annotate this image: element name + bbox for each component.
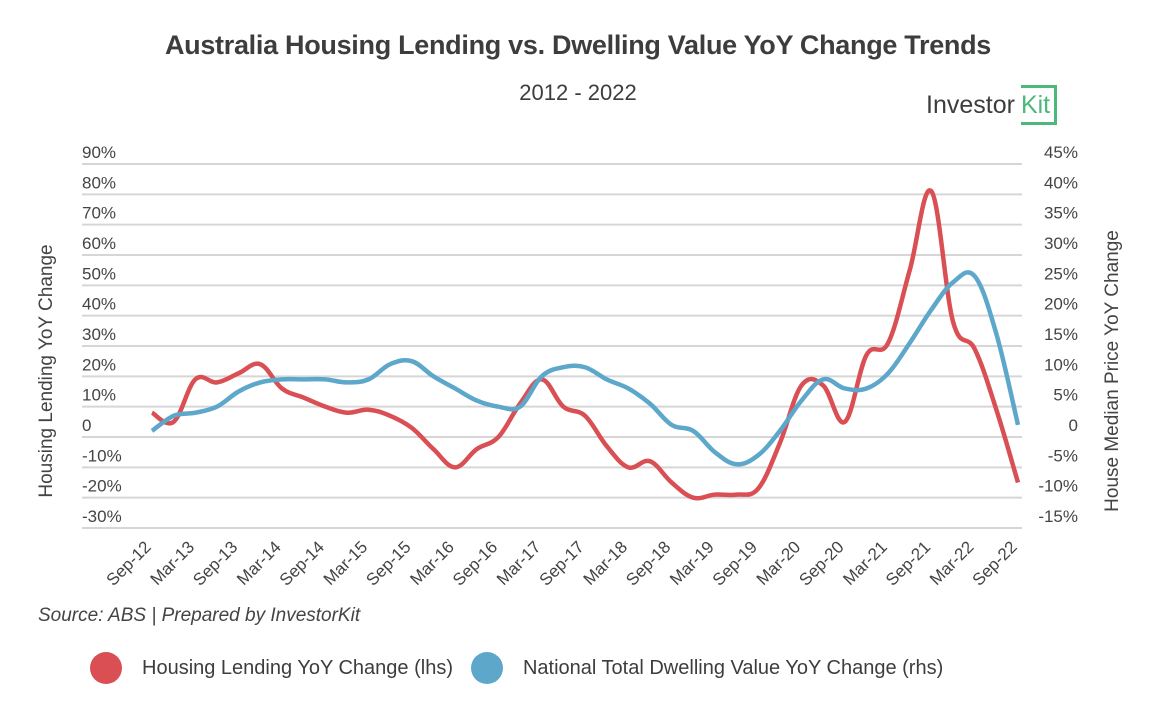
x-tick-label: Sep-20 xyxy=(795,537,847,589)
legend-swatch-lending-icon xyxy=(90,652,122,684)
series-line-housing-lending xyxy=(150,188,1021,501)
line-chart: 90% 80% 70% 60% 50% 40% 30% 20% 10% 0 -10% -20% -30%… xyxy=(36,143,1123,590)
legend-item-lending[interactable]: Housing Lending YoY Change (lhs) xyxy=(90,652,453,684)
x-axis-ticks: Sep-12Mar-13Sep-13Mar-14Sep-14Mar-15Sep-… xyxy=(103,537,1021,589)
y-tick-label-right: 0 xyxy=(1069,416,1078,435)
legend-label-dwelling: National Total Dwelling Value YoY Change… xyxy=(522,656,944,679)
y-tick-label-left: 60% xyxy=(82,234,116,253)
x-tick-label: Sep-13 xyxy=(189,537,241,589)
x-tick-label: Mar-20 xyxy=(753,537,805,589)
gridlines xyxy=(82,163,1022,529)
y-tick-label-right: 30% xyxy=(1044,234,1078,253)
series-line-dwelling-value xyxy=(150,270,1021,467)
logo-kit-mark: Kit xyxy=(1020,85,1058,125)
y-tick-label-right: -15% xyxy=(1038,507,1078,526)
x-tick-label: Sep-16 xyxy=(449,537,501,589)
series-lines xyxy=(150,188,1021,501)
x-tick-label: Sep-17 xyxy=(536,537,588,589)
y-tick-label-left: 80% xyxy=(82,173,116,192)
y-tick-label-right: -10% xyxy=(1038,477,1078,496)
y-tick-label-right: 10% xyxy=(1044,355,1078,374)
y-tick-label-left: 50% xyxy=(82,264,116,283)
x-tick-label: Sep-22 xyxy=(969,537,1021,589)
chart-subtitle: 2012 - 2022 xyxy=(519,80,637,105)
y-tick-label-left: -30% xyxy=(82,507,122,526)
investorkit-logo: Investor Kit xyxy=(926,84,1058,126)
y-tick-label-left: 70% xyxy=(82,204,116,223)
y-tick-label-right: -5% xyxy=(1048,446,1078,465)
y-tick-label-left: -10% xyxy=(82,446,122,465)
y-tick-label-right: 5% xyxy=(1053,386,1078,405)
x-tick-label: Sep-14 xyxy=(276,537,328,589)
legend-item-dwelling[interactable]: National Total Dwelling Value YoY Change… xyxy=(470,652,944,684)
y-tick-label-left: 30% xyxy=(82,325,116,344)
legend: Housing Lending YoY Change (lhs) Nationa… xyxy=(90,652,961,684)
y-axis-left-ticks: 90% 80% 70% 60% 50% 40% 30% 20% 10% 0 -10% -20% -30% xyxy=(82,143,122,526)
y-tick-label-left: 90% xyxy=(82,143,116,162)
x-tick-label: Mar-19 xyxy=(666,537,718,589)
y-axis-right-ticks: 45% 40% 35% 30% 25% 20% 15% 10% 5% 0 -5% -10% -15% xyxy=(1038,143,1078,526)
x-tick-label: Sep-21 xyxy=(882,537,934,589)
y-tick-label-right: 35% xyxy=(1044,204,1078,223)
x-tick-label: Mar-18 xyxy=(580,537,632,589)
x-tick-label: Sep-18 xyxy=(622,537,674,589)
x-tick-label: Mar-16 xyxy=(406,537,458,589)
y-tick-label-left: 0 xyxy=(82,416,91,435)
x-tick-label: Mar-21 xyxy=(839,537,891,589)
chart-title: Australia Housing Lending vs. Dwelling V… xyxy=(164,30,992,60)
logo-text: Investor xyxy=(926,90,1015,119)
y-axis-right-label: House Median Price YoY Change xyxy=(1102,230,1123,512)
x-tick-label: Sep-12 xyxy=(103,537,155,589)
x-tick-label: Sep-15 xyxy=(362,537,414,589)
y-tick-label-left: -20% xyxy=(82,477,122,496)
y-tick-label-left: 10% xyxy=(82,386,116,405)
y-tick-label-right: 45% xyxy=(1044,143,1078,162)
y-tick-label-left: 20% xyxy=(82,355,116,374)
x-tick-label: Mar-15 xyxy=(320,537,372,589)
y-tick-label-right: 25% xyxy=(1044,264,1078,283)
legend-label-lending: Housing Lending YoY Change (lhs) xyxy=(142,656,453,679)
x-tick-label: Mar-22 xyxy=(926,537,978,589)
x-tick-label: Mar-17 xyxy=(493,537,545,589)
y-tick-label-left: 40% xyxy=(82,295,116,314)
x-tick-label: Mar-13 xyxy=(147,537,199,589)
x-tick-label: Mar-14 xyxy=(233,537,285,589)
y-tick-label-right: 15% xyxy=(1044,325,1078,344)
y-tick-label-right: 40% xyxy=(1044,173,1078,192)
y-tick-label-right: 20% xyxy=(1044,295,1078,314)
x-tick-label: Sep-19 xyxy=(709,537,761,589)
legend-swatch-dwelling-icon xyxy=(470,652,503,684)
y-axis-left-label: Housing Lending YoY Change xyxy=(36,244,57,497)
source-note: Source: ABS | Prepared by InvestorKit xyxy=(38,605,361,626)
